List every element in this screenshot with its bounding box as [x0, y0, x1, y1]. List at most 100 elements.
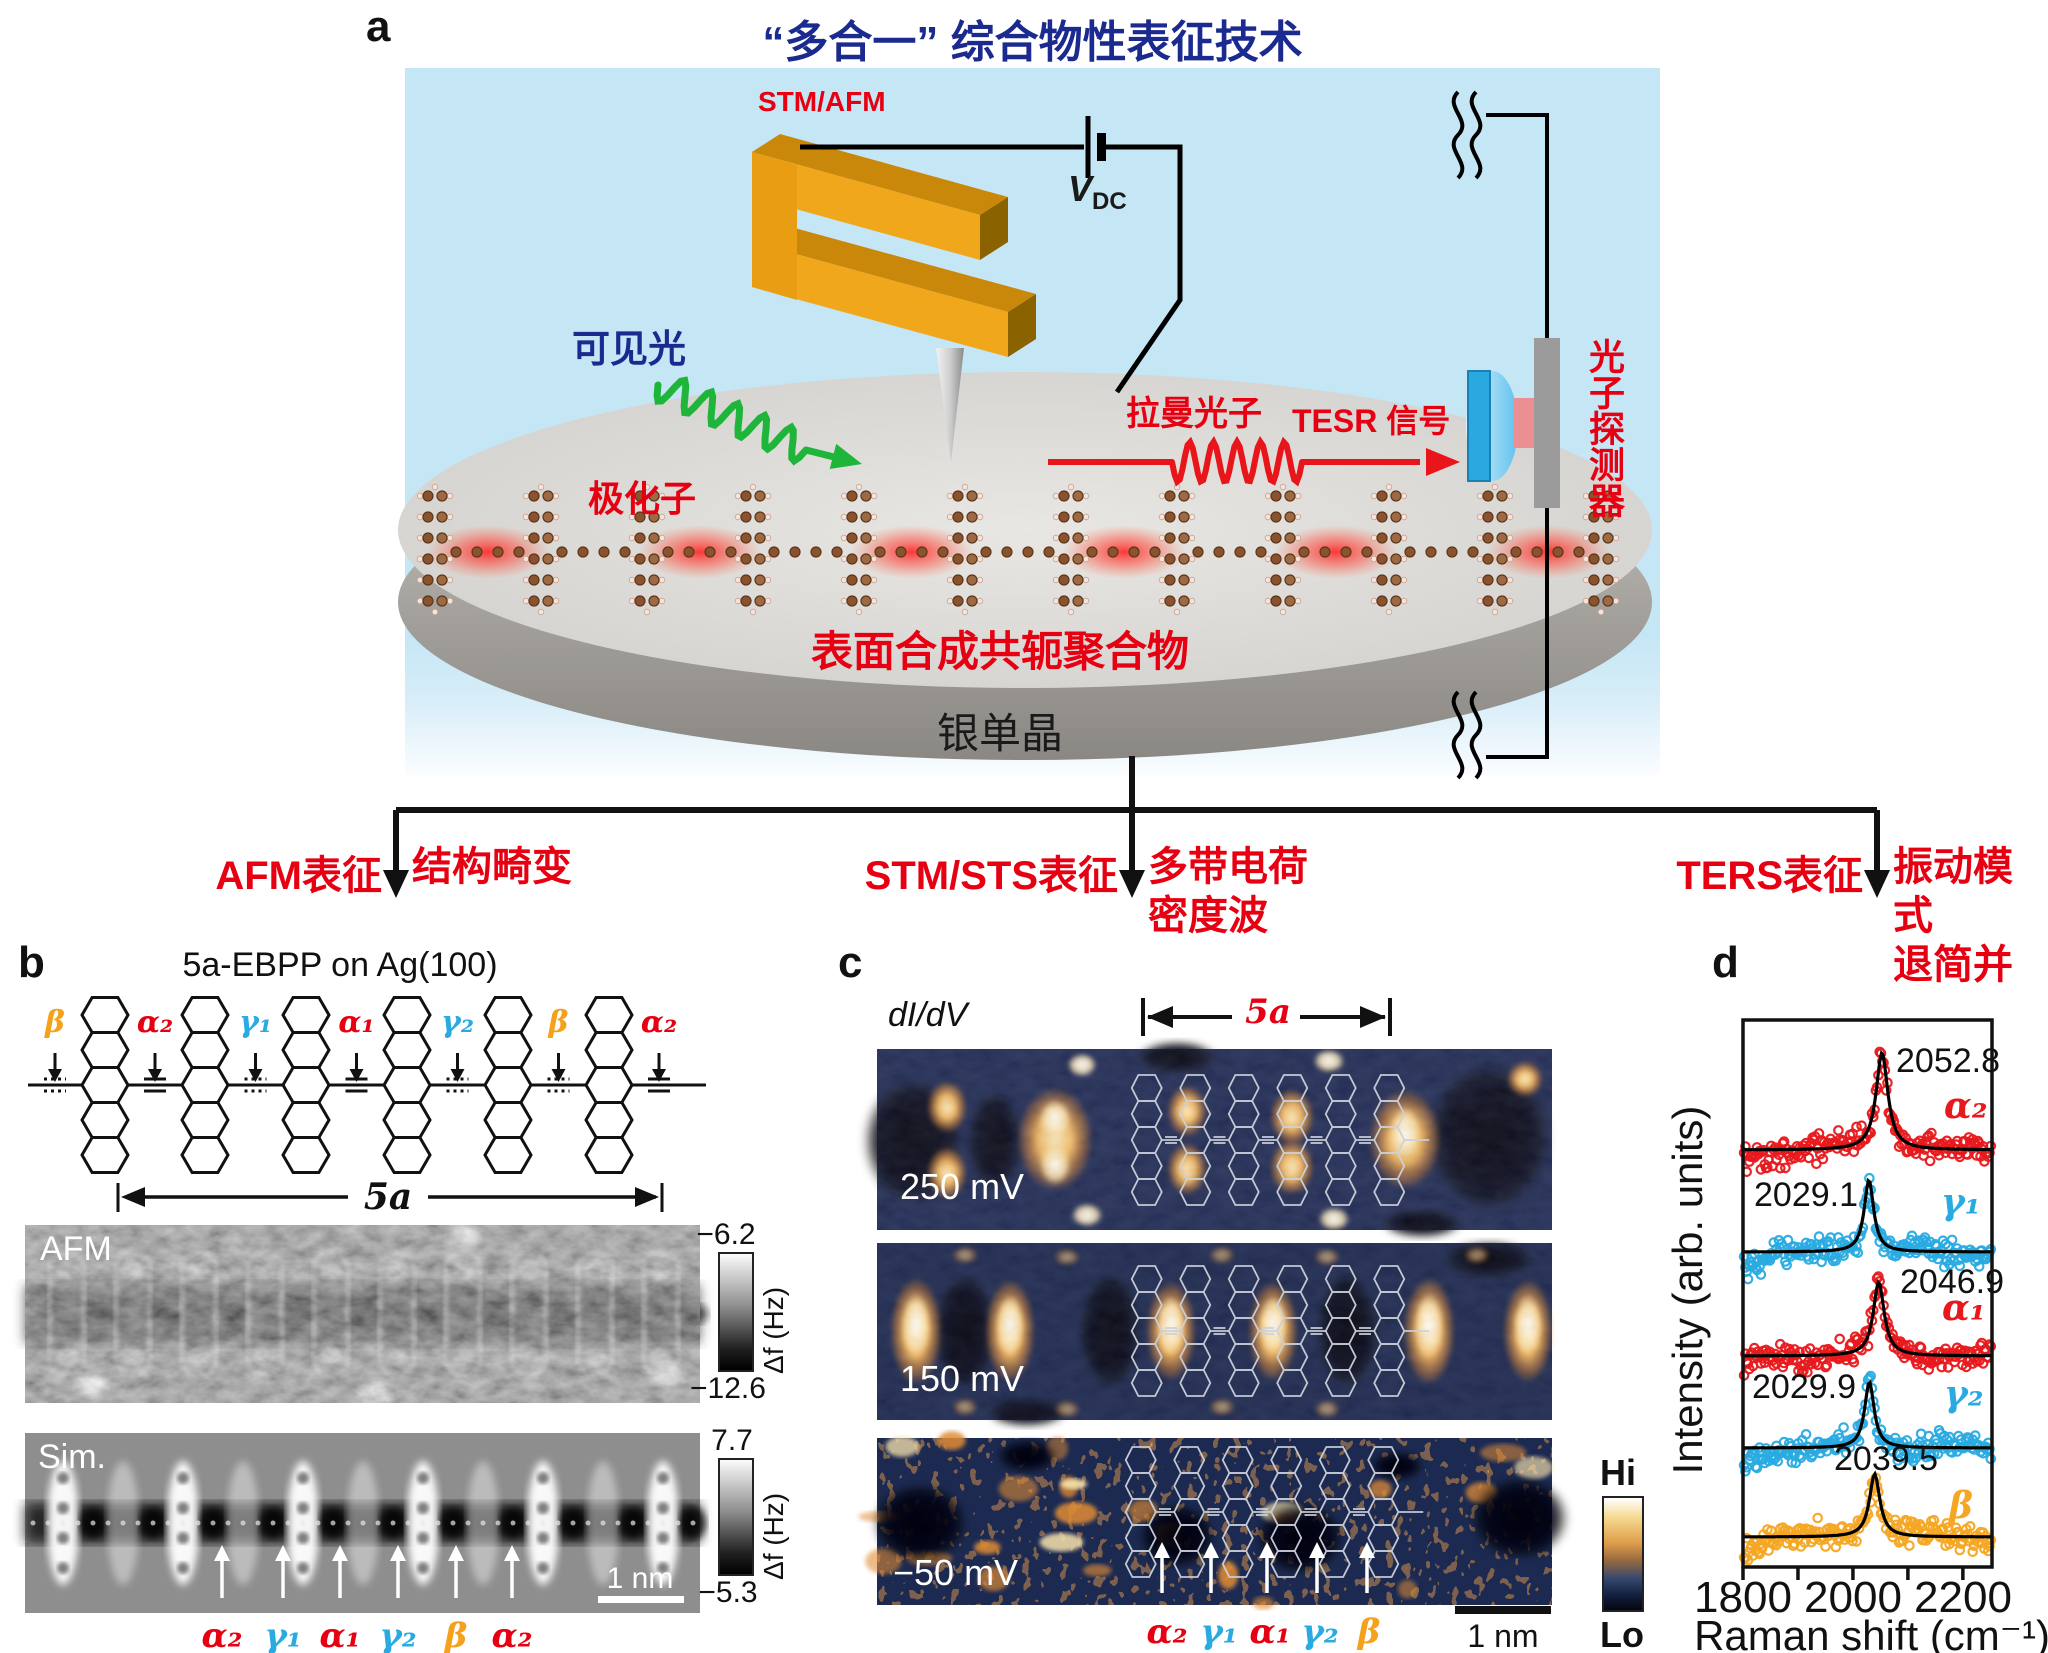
sim-site-label-1: γ₁ [264, 1616, 302, 1653]
stm-tip [936, 348, 964, 462]
substrate-label: 银单晶 [936, 710, 1063, 757]
peak-annotation-alpha1: 2046.9 [1900, 1263, 2004, 1301]
unit-cell-span-label-b: 5a [363, 1176, 413, 1218]
lens-body [1467, 370, 1491, 482]
sim-image [25, 1433, 706, 1613]
sim-scale-min: −5.3 [698, 1576, 758, 1609]
bond-label-0: β [45, 1005, 65, 1040]
series-label-gamma1: γ₁ [1941, 1181, 1981, 1223]
raman-chart: Intensity (arb. units) 2052.8 α₂ 2029.1 γ₁ 2… [1664, 1018, 2048, 1653]
raman-photon-label: 拉曼光子 [1126, 395, 1262, 433]
x-tick-2000: 2000 [1804, 1573, 1902, 1622]
flow-method-2: TERS表征 [1676, 854, 1863, 898]
flow-method-0: AFM表征 [215, 854, 382, 898]
sim-site-label-0: α₂ [201, 1616, 243, 1653]
colorbar-hi-label: Hi [1600, 1452, 1636, 1493]
afm-colorbar [718, 1252, 754, 1372]
sim-site-label-4: β [444, 1616, 468, 1653]
sim-colorbar [718, 1458, 754, 1576]
polaron-label: 极化子 [588, 478, 697, 519]
bond-label-4: γ₂ [441, 1005, 474, 1040]
x-axis-label: Raman shift (cm⁻¹) [1694, 1612, 2048, 1653]
panel-d-label: d [1712, 938, 1739, 987]
flow-arrows [383, 756, 1890, 898]
stm-image-m50mv [858, 1431, 1570, 1610]
qplus-sensor-graphic [752, 134, 1036, 462]
series-label-alpha1: α₁ [1942, 1287, 1985, 1329]
detector-chip [1514, 398, 1536, 448]
y-axis-label: Intensity (arb. units) [1664, 1106, 1711, 1475]
afm-scale-max: −6.2 [696, 1218, 756, 1251]
tesr-signal-label: TESR 信号 [1292, 403, 1451, 439]
bias-label-m50mv: −50 mV [893, 1552, 1019, 1593]
bias-label-150mv: 150 mV [900, 1358, 1025, 1399]
bond-label-5: β [548, 1005, 569, 1040]
chemical-structure [28, 996, 706, 1212]
panel-a-label: a [366, 2, 391, 51]
bias-label-250mv: 250 mV [900, 1166, 1025, 1207]
sim-site-label-5: α₂ [491, 1616, 533, 1653]
sim-colorbar-unit: Δf (Hz) [758, 1492, 789, 1580]
flow-result-2: 振动模式 退简并 [1893, 845, 2013, 987]
flow-method-1: STM/STS表征 [864, 854, 1118, 898]
bond-label-2: γ₁ [239, 1005, 272, 1040]
stm-scalebar [1455, 1606, 1551, 1614]
bias-circuit-wire [800, 144, 1183, 394]
stm-scalebar-label: 1 nm [1467, 1618, 1539, 1653]
bias-v: V [1068, 168, 1093, 209]
x-tick-2200: 2200 [1914, 1573, 2012, 1622]
light-arrows [653, 376, 1460, 487]
sim-site-label-2: α₁ [319, 1616, 361, 1653]
photon-detector-graphic [1466, 338, 1560, 508]
flow-result-1: 多带电荷 密度波 [1148, 845, 1308, 938]
unit-cell-span-arrow-c [1141, 998, 1392, 1036]
sim-image-label: Sim. [38, 1438, 106, 1476]
unit-cell-span-label-c: 5a [1245, 992, 1291, 1032]
sim-scalebar-label: 1 nm [606, 1562, 674, 1595]
probe-label: STM/AFM [758, 86, 886, 117]
afm-image-label: AFM [40, 1230, 112, 1268]
sim-scalebar [598, 1596, 684, 1603]
series-label-alpha2: α₂ [1944, 1085, 1987, 1127]
polymer-label: 表面合成共轭聚合物 [810, 628, 1189, 675]
series-label-beta: β [1947, 1485, 1973, 1527]
panel-b-title: 5a-EBPP on Ag(100) [182, 946, 498, 984]
stm-image-250mv [862, 1041, 1552, 1238]
detector-plate [1534, 338, 1560, 508]
afm-colorbar-unit: Δf (Hz) [758, 1286, 789, 1374]
panel-b-label: b [18, 938, 45, 987]
crystal-top-surface [398, 372, 1652, 688]
x-tick-1800: 1800 [1694, 1573, 1792, 1622]
feedthrough-wires [1451, 90, 1549, 780]
battery-icon [1085, 116, 1106, 178]
peak-annotation-beta: 2039.5 [1834, 1440, 1938, 1478]
bond-label-6: α₂ [640, 1005, 678, 1040]
photon-detector-label: 光子探测器 [1584, 338, 1625, 518]
stm-site-label-2: α₁ [1249, 1612, 1291, 1652]
panel-c-label: c [838, 938, 863, 987]
polymer-chain-graphic [416, 483, 1620, 616]
stm-site-label-0: α₂ [1146, 1612, 1188, 1652]
sim-scale-max: 7.7 [711, 1424, 753, 1457]
stm-site-label-4: β [1357, 1612, 1381, 1652]
bias-sub: DC [1092, 188, 1127, 216]
didv-label: dI/dV [888, 996, 968, 1034]
stm-image-150mv [877, 1241, 1553, 1427]
peak-annotation-gamma1: 2029.1 [1754, 1176, 1858, 1214]
bond-label-1: α₂ [136, 1005, 174, 1040]
peak-annotation-gamma2: 2029.9 [1752, 1368, 1856, 1406]
peak-annotation-alpha2: 2052.8 [1896, 1042, 2000, 1080]
bias-label: VDC [1068, 168, 1127, 216]
bond-label-3: α₁ [338, 1005, 375, 1040]
stm-site-label-1: γ₁ [1200, 1612, 1238, 1652]
stm-site-label-3: γ₂ [1301, 1612, 1339, 1652]
colorbar-lo-label: Lo [1600, 1614, 1644, 1653]
flow-result-0: 结构畸变 [412, 845, 572, 889]
afm-image [25, 1225, 708, 1407]
hi-lo-colorbar [1602, 1496, 1644, 1612]
sim-site-label-3: γ₂ [379, 1616, 417, 1653]
panel-a-schematic [398, 90, 1652, 780]
afm-scale-min: −12.6 [690, 1372, 766, 1405]
visible-light-label: 可见光 [572, 329, 687, 371]
